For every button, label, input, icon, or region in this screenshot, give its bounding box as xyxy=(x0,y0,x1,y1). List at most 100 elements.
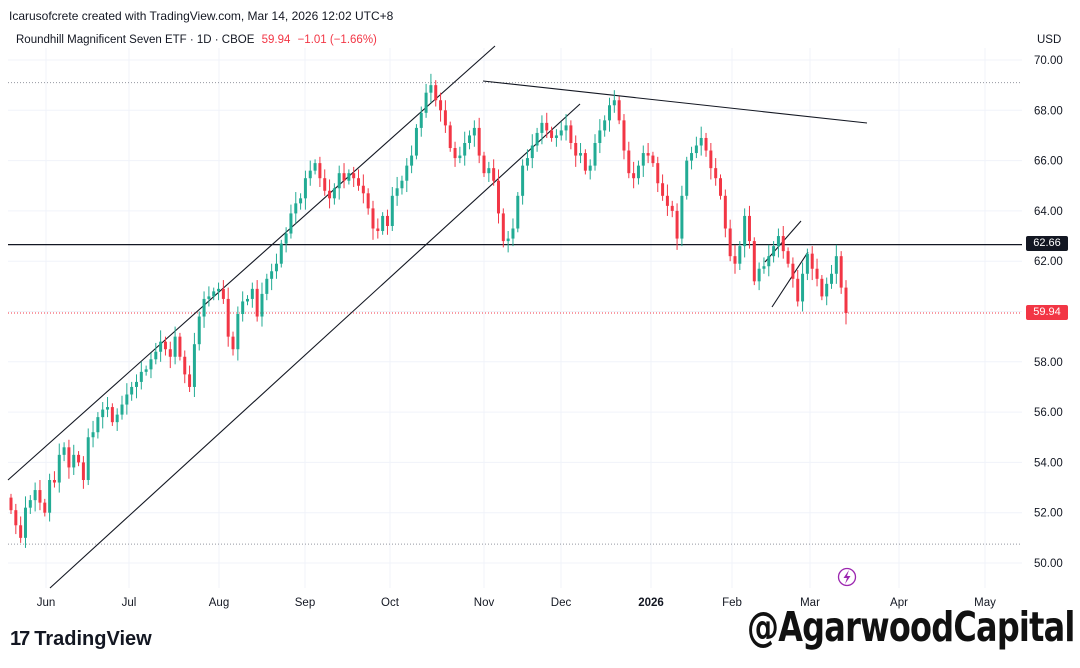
candle-body xyxy=(825,283,829,297)
candle-body xyxy=(342,173,346,181)
candle-body xyxy=(192,344,196,387)
candle-body xyxy=(468,135,472,143)
y-axis: 50.0052.0054.0056.0058.0060.0062.0064.00… xyxy=(1034,55,1063,570)
candle-body xyxy=(207,296,211,299)
candle-body xyxy=(593,142,597,166)
last-price-tag: 59.94 xyxy=(1026,305,1068,320)
candle-body xyxy=(680,195,684,239)
candle-body xyxy=(656,163,660,184)
candle-body xyxy=(57,454,61,483)
candle-body xyxy=(694,145,698,154)
bolt-icon[interactable] xyxy=(837,567,857,587)
chart-grid xyxy=(8,48,1022,588)
candle-body xyxy=(801,273,805,302)
candle-body xyxy=(183,356,187,375)
candle-body xyxy=(487,168,491,174)
candle-body xyxy=(395,188,399,196)
x-tick-label: Nov xyxy=(474,597,495,609)
candle-body xyxy=(323,178,327,191)
candle-body xyxy=(786,251,790,264)
tv-logo-icon: 17 xyxy=(10,628,30,650)
horizontal-level-tag: 62.66 xyxy=(1026,236,1068,251)
candle-body xyxy=(226,298,230,337)
candle-body xyxy=(77,454,81,463)
candle-body xyxy=(791,263,795,279)
candle-body xyxy=(752,241,756,282)
candle-body xyxy=(361,185,365,194)
candle-body xyxy=(675,210,679,239)
candle-body xyxy=(709,150,713,169)
x-tick-label: Oct xyxy=(381,597,400,609)
candle-body xyxy=(96,417,100,433)
candle-body xyxy=(48,480,52,513)
x-axis: Jun Jul Aug Sep Oct Nov Dec 2026 Feb Mar Apr May xyxy=(37,597,996,609)
candle-body xyxy=(308,170,312,179)
candle-body xyxy=(217,288,221,292)
candle-body xyxy=(540,122,544,133)
candle-body xyxy=(313,163,317,171)
symbol-line: Roundhill Magnificent Seven ETF · 1D · C… xyxy=(16,34,255,46)
candle-body xyxy=(91,432,95,438)
y-tick-label: 54.00 xyxy=(1034,457,1063,469)
candle-body xyxy=(429,85,433,93)
candle-body xyxy=(9,497,13,511)
candle-body xyxy=(617,100,621,121)
chart-credit: Icarusofcrete created with TradingView.c… xyxy=(9,9,394,23)
candle-body xyxy=(699,137,703,146)
candle-body xyxy=(588,165,592,171)
candle-body xyxy=(332,188,336,199)
candle-body xyxy=(743,215,747,247)
candle-body xyxy=(381,215,385,232)
y-tick-label: 52.00 xyxy=(1034,508,1063,520)
candle-body xyxy=(569,125,573,143)
candle-body xyxy=(670,205,674,211)
symbol-header: Roundhill Magnificent Seven ETF · 1D · C… xyxy=(16,34,377,46)
candle-body xyxy=(62,447,66,455)
candle-body xyxy=(728,228,732,257)
candle-body xyxy=(622,120,626,151)
brand-name: TradingView xyxy=(34,628,152,650)
candle-body xyxy=(583,153,587,171)
candle-body xyxy=(72,454,76,468)
candle-body xyxy=(19,525,23,538)
trendline-drawings[interactable] xyxy=(7,45,868,589)
candle-body xyxy=(246,298,249,302)
candle-body xyxy=(106,407,110,410)
candle-body xyxy=(67,447,71,468)
candle-body xyxy=(820,278,824,297)
candle-body xyxy=(134,381,138,387)
candle-body xyxy=(110,407,114,423)
candle-body xyxy=(608,105,611,121)
candle-body xyxy=(747,215,751,242)
candle-body xyxy=(236,314,240,350)
candle-body xyxy=(43,502,47,513)
candle-body xyxy=(270,271,274,279)
candle-body xyxy=(477,127,481,156)
last-price: 59.94 xyxy=(261,34,291,46)
candle-body xyxy=(772,246,776,257)
candle-body xyxy=(651,155,655,164)
candle-body xyxy=(603,120,607,131)
candle-body xyxy=(400,180,404,189)
y-tick-label: 58.00 xyxy=(1034,357,1063,369)
candle-body xyxy=(482,155,486,174)
candle-body xyxy=(545,122,549,131)
candle-body xyxy=(159,341,163,352)
candle-body xyxy=(472,127,476,136)
candle-body xyxy=(202,298,206,317)
candle-body xyxy=(453,148,457,159)
y-tick-label: 64.00 xyxy=(1034,206,1063,218)
candle-body xyxy=(337,173,341,189)
candle-body xyxy=(733,256,737,264)
candle-body xyxy=(704,137,708,151)
y-tick-label: 66.00 xyxy=(1034,156,1063,168)
candle-body xyxy=(168,349,172,357)
candle-body xyxy=(357,178,361,186)
candle-body xyxy=(830,273,834,284)
candle-body xyxy=(781,236,785,252)
candle-body xyxy=(723,195,727,229)
tradingview-logo[interactable]: 17 TradingView xyxy=(10,628,152,651)
candle-body xyxy=(443,110,447,126)
candle-body xyxy=(559,130,563,136)
